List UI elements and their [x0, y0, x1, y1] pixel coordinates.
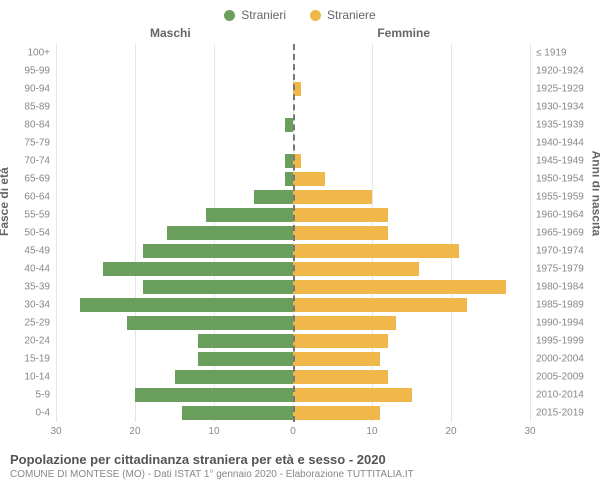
- birth-year-label: 1990-1994: [530, 318, 584, 329]
- birth-year-label: 1935-1939: [530, 120, 584, 131]
- age-label: 95-99: [24, 66, 56, 77]
- age-label: 90-94: [24, 84, 56, 95]
- birth-year-label: 1945-1949: [530, 156, 584, 167]
- age-label: 0-4: [36, 408, 56, 419]
- bar-female: [293, 244, 459, 258]
- age-label: 35-39: [24, 282, 56, 293]
- legend-swatch-female: [310, 10, 321, 21]
- birth-year-label: 1980-1984: [530, 282, 584, 293]
- age-label: 10-14: [24, 372, 56, 383]
- age-label: 60-64: [24, 192, 56, 203]
- bar-male: [103, 262, 293, 276]
- x-tick: 0: [290, 426, 296, 437]
- chart-title: Popolazione per cittadinanza straniera p…: [10, 452, 590, 467]
- bar-male: [254, 190, 293, 204]
- x-tick: 30: [524, 426, 535, 437]
- x-tick: 30: [50, 426, 61, 437]
- age-label: 55-59: [24, 210, 56, 221]
- age-label: 5-9: [36, 390, 56, 401]
- legend-label-female: Straniere: [327, 8, 376, 22]
- age-label: 30-34: [24, 300, 56, 311]
- bar-female: [293, 370, 388, 384]
- chart-subtitle: COMUNE DI MONTESE (MO) - Dati ISTAT 1° g…: [10, 469, 590, 480]
- legend: Stranieri Straniere: [0, 0, 600, 26]
- age-label: 25-29: [24, 318, 56, 329]
- bar-male: [285, 172, 293, 186]
- bar-female: [293, 208, 388, 222]
- bar-male: [206, 208, 293, 222]
- bar-male: [198, 334, 293, 348]
- bar-male: [135, 388, 293, 402]
- bar-male: [175, 370, 294, 384]
- bar-female: [293, 388, 412, 402]
- birth-year-label: 2010-2014: [530, 390, 584, 401]
- x-tick: 20: [445, 426, 456, 437]
- age-label: 100+: [27, 48, 56, 59]
- age-label: 85-89: [24, 102, 56, 113]
- birth-year-label: ≤ 1919: [530, 48, 567, 59]
- bar-female: [293, 172, 325, 186]
- age-label: 45-49: [24, 246, 56, 257]
- bar-male: [285, 118, 293, 132]
- legend-label-male: Stranieri: [241, 8, 286, 22]
- y-axis-label-left: Fasce di età: [0, 167, 11, 236]
- age-label: 70-74: [24, 156, 56, 167]
- birth-year-label: 1985-1989: [530, 300, 584, 311]
- center-divider: [293, 44, 295, 422]
- bar-female: [293, 406, 380, 420]
- column-header-female: Femmine: [377, 26, 430, 40]
- x-tick: 10: [366, 426, 377, 437]
- bar-male: [80, 298, 293, 312]
- bar-female: [293, 298, 467, 312]
- age-label: 50-54: [24, 228, 56, 239]
- birth-year-label: 2015-2019: [530, 408, 584, 419]
- birth-year-label: 1920-1924: [530, 66, 584, 77]
- birth-year-label: 1950-1954: [530, 174, 584, 185]
- bar-male: [198, 352, 293, 366]
- age-label: 75-79: [24, 138, 56, 149]
- plot-area: 100+≤ 191995-991920-192490-941925-192985…: [56, 44, 530, 422]
- bar-female: [293, 226, 388, 240]
- legend-item-male: Stranieri: [224, 8, 286, 22]
- birth-year-label: 1940-1944: [530, 138, 584, 149]
- bar-male: [127, 316, 293, 330]
- birth-year-label: 2000-2004: [530, 354, 584, 365]
- pyramid-chart: Maschi Femmine Fasce di età Anni di nasc…: [0, 26, 600, 446]
- birth-year-label: 1960-1964: [530, 210, 584, 221]
- bar-male: [143, 244, 293, 258]
- birth-year-label: 1955-1959: [530, 192, 584, 203]
- age-label: 20-24: [24, 336, 56, 347]
- bar-male: [143, 280, 293, 294]
- legend-item-female: Straniere: [310, 8, 376, 22]
- bar-male: [182, 406, 293, 420]
- birth-year-label: 1970-1974: [530, 246, 584, 257]
- birth-year-label: 1925-1929: [530, 84, 584, 95]
- chart-footer: Popolazione per cittadinanza straniera p…: [0, 446, 600, 480]
- y-axis-label-right: Anni di nascita: [589, 151, 600, 236]
- age-label: 15-19: [24, 354, 56, 365]
- birth-year-label: 1995-1999: [530, 336, 584, 347]
- bar-female: [293, 316, 396, 330]
- bar-female: [293, 334, 388, 348]
- legend-swatch-male: [224, 10, 235, 21]
- x-tick: 20: [129, 426, 140, 437]
- bar-male: [167, 226, 293, 240]
- column-header-male: Maschi: [150, 26, 191, 40]
- bar-female: [293, 352, 380, 366]
- birth-year-label: 1965-1969: [530, 228, 584, 239]
- x-tick: 10: [208, 426, 219, 437]
- bar-female: [293, 262, 419, 276]
- age-label: 65-69: [24, 174, 56, 185]
- birth-year-label: 1930-1934: [530, 102, 584, 113]
- age-label: 40-44: [24, 264, 56, 275]
- x-axis: 3020100102030: [56, 426, 530, 442]
- bar-female: [293, 280, 506, 294]
- bar-male: [285, 154, 293, 168]
- birth-year-label: 2005-2009: [530, 372, 584, 383]
- birth-year-label: 1975-1979: [530, 264, 584, 275]
- bar-female: [293, 190, 372, 204]
- age-label: 80-84: [24, 120, 56, 131]
